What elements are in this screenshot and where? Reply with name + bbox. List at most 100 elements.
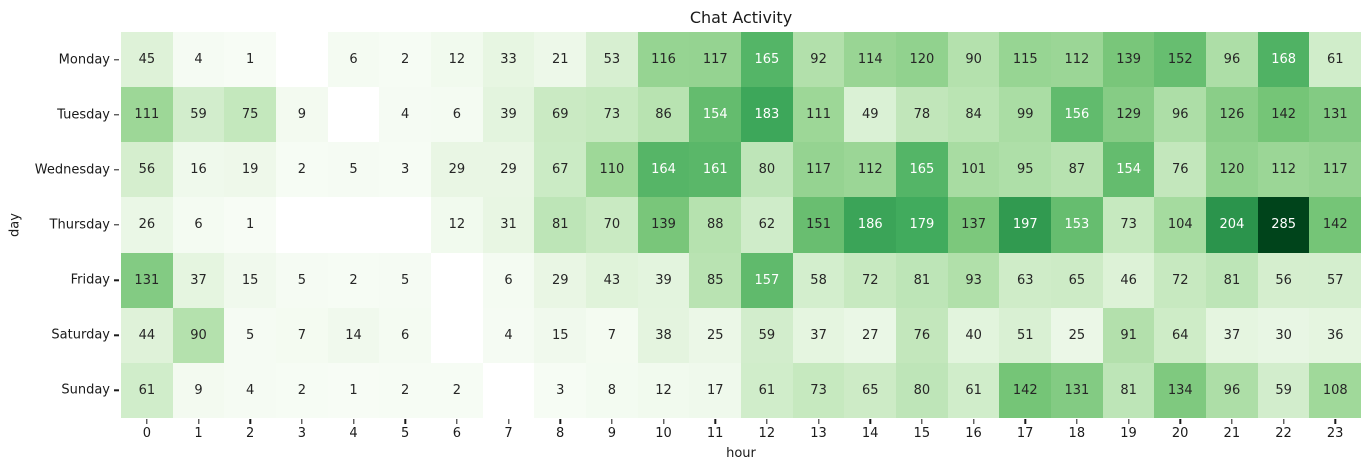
x-tick-label: 10 bbox=[655, 426, 672, 441]
x-tick-label: 1 bbox=[194, 426, 203, 441]
heatmap-cell: 126 bbox=[1206, 87, 1258, 143]
heatmap-cell: 44 bbox=[121, 307, 173, 363]
heatmap-cell: 186 bbox=[844, 197, 897, 253]
heatmap-cell: 19 bbox=[224, 142, 277, 198]
heatmap-cell: 117 bbox=[1309, 142, 1362, 198]
heatmap-cell: 161 bbox=[689, 142, 742, 198]
heatmap-cell: 2 bbox=[379, 362, 432, 418]
x-tick-label: 17 bbox=[1016, 426, 1034, 441]
heatmap-cell: 73 bbox=[792, 362, 845, 418]
heatmap-cell: 9 bbox=[172, 362, 225, 418]
x-tick-label: 9 bbox=[607, 426, 616, 441]
heatmap-cell: 4 bbox=[224, 362, 277, 418]
heatmap-cell: 112 bbox=[1051, 32, 1103, 88]
heatmap-cell: 8 bbox=[586, 362, 638, 418]
x-tick-mark bbox=[301, 419, 303, 424]
heatmap-cell: 90 bbox=[172, 307, 225, 363]
heatmap-cell: 14 bbox=[327, 307, 380, 363]
heatmap-cell: 179 bbox=[896, 197, 948, 253]
heatmap-cell: 80 bbox=[741, 142, 793, 198]
heatmap-cell: 112 bbox=[844, 142, 897, 198]
heatmap-cell bbox=[431, 307, 483, 363]
x-tick-mark bbox=[404, 419, 406, 424]
y-tick-mark bbox=[114, 279, 119, 281]
heatmap-row: 111 59 75 9 4 6 39 69 73 86 154 183 111 49 78 84 99 156 12… bbox=[121, 87, 1362, 143]
x-tick-mark bbox=[352, 419, 355, 424]
x-tick-label: 13 bbox=[810, 426, 827, 441]
x-tick-label: 2 bbox=[246, 426, 255, 441]
heatmap-cell: 36 bbox=[1309, 307, 1362, 363]
heatmap-cell: 164 bbox=[637, 142, 690, 198]
heatmap-cell: 72 bbox=[1154, 252, 1207, 308]
heatmap-row: 26 6 1 12 31 81 70 139 88 62 151 186 179 137 197 153 73 1… bbox=[121, 197, 1362, 253]
heatmap-cell: 131 bbox=[121, 252, 173, 308]
x-tick-mark bbox=[507, 419, 510, 424]
x-tick-label: 15 bbox=[913, 426, 931, 441]
x-tick-mark bbox=[1127, 419, 1130, 424]
heatmap-cell: 117 bbox=[792, 142, 845, 198]
heatmap-cell: 16 bbox=[172, 142, 225, 198]
heatmap-cell: 25 bbox=[689, 307, 742, 363]
heatmap-cell: 87 bbox=[1051, 142, 1103, 198]
heatmap-cell: 76 bbox=[1154, 142, 1207, 198]
heatmap-cell: 86 bbox=[637, 87, 690, 143]
heatmap-cell: 25 bbox=[1051, 307, 1103, 363]
x-tick-mark bbox=[1179, 419, 1181, 424]
heatmap-cell: 154 bbox=[689, 87, 742, 143]
heatmap-cell: 96 bbox=[1154, 87, 1207, 143]
y-tick-mark bbox=[114, 169, 119, 171]
heatmap-cell: 111 bbox=[121, 87, 173, 143]
x-tick-label: 19 bbox=[1120, 426, 1137, 441]
heatmap-cell: 81 bbox=[534, 197, 587, 253]
heatmap-cell: 12 bbox=[431, 197, 483, 253]
heatmap-cell: 56 bbox=[121, 142, 173, 198]
heatmap-cell: 117 bbox=[689, 32, 742, 88]
x-axis-label: hour bbox=[726, 446, 756, 461]
heatmap-cell: 88 bbox=[689, 197, 742, 253]
x-tick-label: 23 bbox=[1326, 426, 1344, 441]
heatmap-cell: 80 bbox=[896, 362, 948, 418]
heatmap-row: 56 16 19 2 5 3 29 29 67 110 164 161 80 117 112 165 101 95… bbox=[121, 142, 1362, 198]
x-tick-mark bbox=[456, 419, 458, 424]
heatmap-cell: 39 bbox=[482, 87, 535, 143]
heatmap-cell: 53 bbox=[586, 32, 638, 88]
heatmap-cell: 37 bbox=[1206, 307, 1258, 363]
x-tick-mark bbox=[1024, 419, 1026, 424]
heatmap-cell: 91 bbox=[1102, 307, 1155, 363]
heatmap-cell bbox=[431, 252, 483, 308]
heatmap-cell: 56 bbox=[1257, 252, 1310, 308]
heatmap-cell: 183 bbox=[741, 87, 793, 143]
x-tick-mark bbox=[611, 419, 613, 424]
heatmap-cell: 58 bbox=[792, 252, 845, 308]
y-tick-mark bbox=[114, 58, 119, 61]
heatmap-cell: 7 bbox=[586, 307, 638, 363]
heatmap-row: 45 4 1 6 2 12 33 21 53 116 117 165 92 114 120 90 115 112 1… bbox=[121, 32, 1362, 88]
x-tick-mark bbox=[714, 419, 716, 424]
heatmap-cell: 1 bbox=[224, 32, 277, 88]
heatmap-cell: 142 bbox=[999, 362, 1052, 418]
heatmap-cell bbox=[276, 32, 328, 88]
heatmap-cell: 17 bbox=[689, 362, 742, 418]
x-tick-mark bbox=[1076, 419, 1078, 424]
heatmap-cell: 204 bbox=[1206, 197, 1258, 253]
x-tick-mark bbox=[559, 419, 561, 424]
heatmap-cell: 3 bbox=[534, 362, 587, 418]
heatmap-cell: 61 bbox=[1309, 32, 1362, 88]
x-tick-mark bbox=[1282, 419, 1285, 424]
heatmap-cell: 2 bbox=[276, 142, 328, 198]
heatmap-cell: 46 bbox=[1102, 252, 1155, 308]
heatmap-cell: 99 bbox=[999, 87, 1052, 143]
x-tick-label: 20 bbox=[1171, 426, 1189, 441]
heatmap-cell: 64 bbox=[1154, 307, 1207, 363]
y-tick-mark bbox=[114, 334, 119, 336]
heatmap-cell: 151 bbox=[792, 197, 845, 253]
heatmap-cell: 61 bbox=[947, 362, 1000, 418]
heatmap-cell: 59 bbox=[1257, 362, 1310, 418]
heatmap-cell: 31 bbox=[482, 197, 535, 253]
heatmap-cell: 76 bbox=[896, 307, 948, 363]
x-tick-label: 14 bbox=[861, 426, 879, 441]
heatmap-row: 44 90 5 7 14 6 4 15 7 38 25 59 37 27 76 40 51 25 91 64 37 30 3… bbox=[121, 307, 1362, 363]
x-tick-label: 22 bbox=[1275, 426, 1292, 441]
chart-title: Chat Activity bbox=[689, 8, 793, 27]
heatmap-cell: 2 bbox=[379, 32, 432, 88]
